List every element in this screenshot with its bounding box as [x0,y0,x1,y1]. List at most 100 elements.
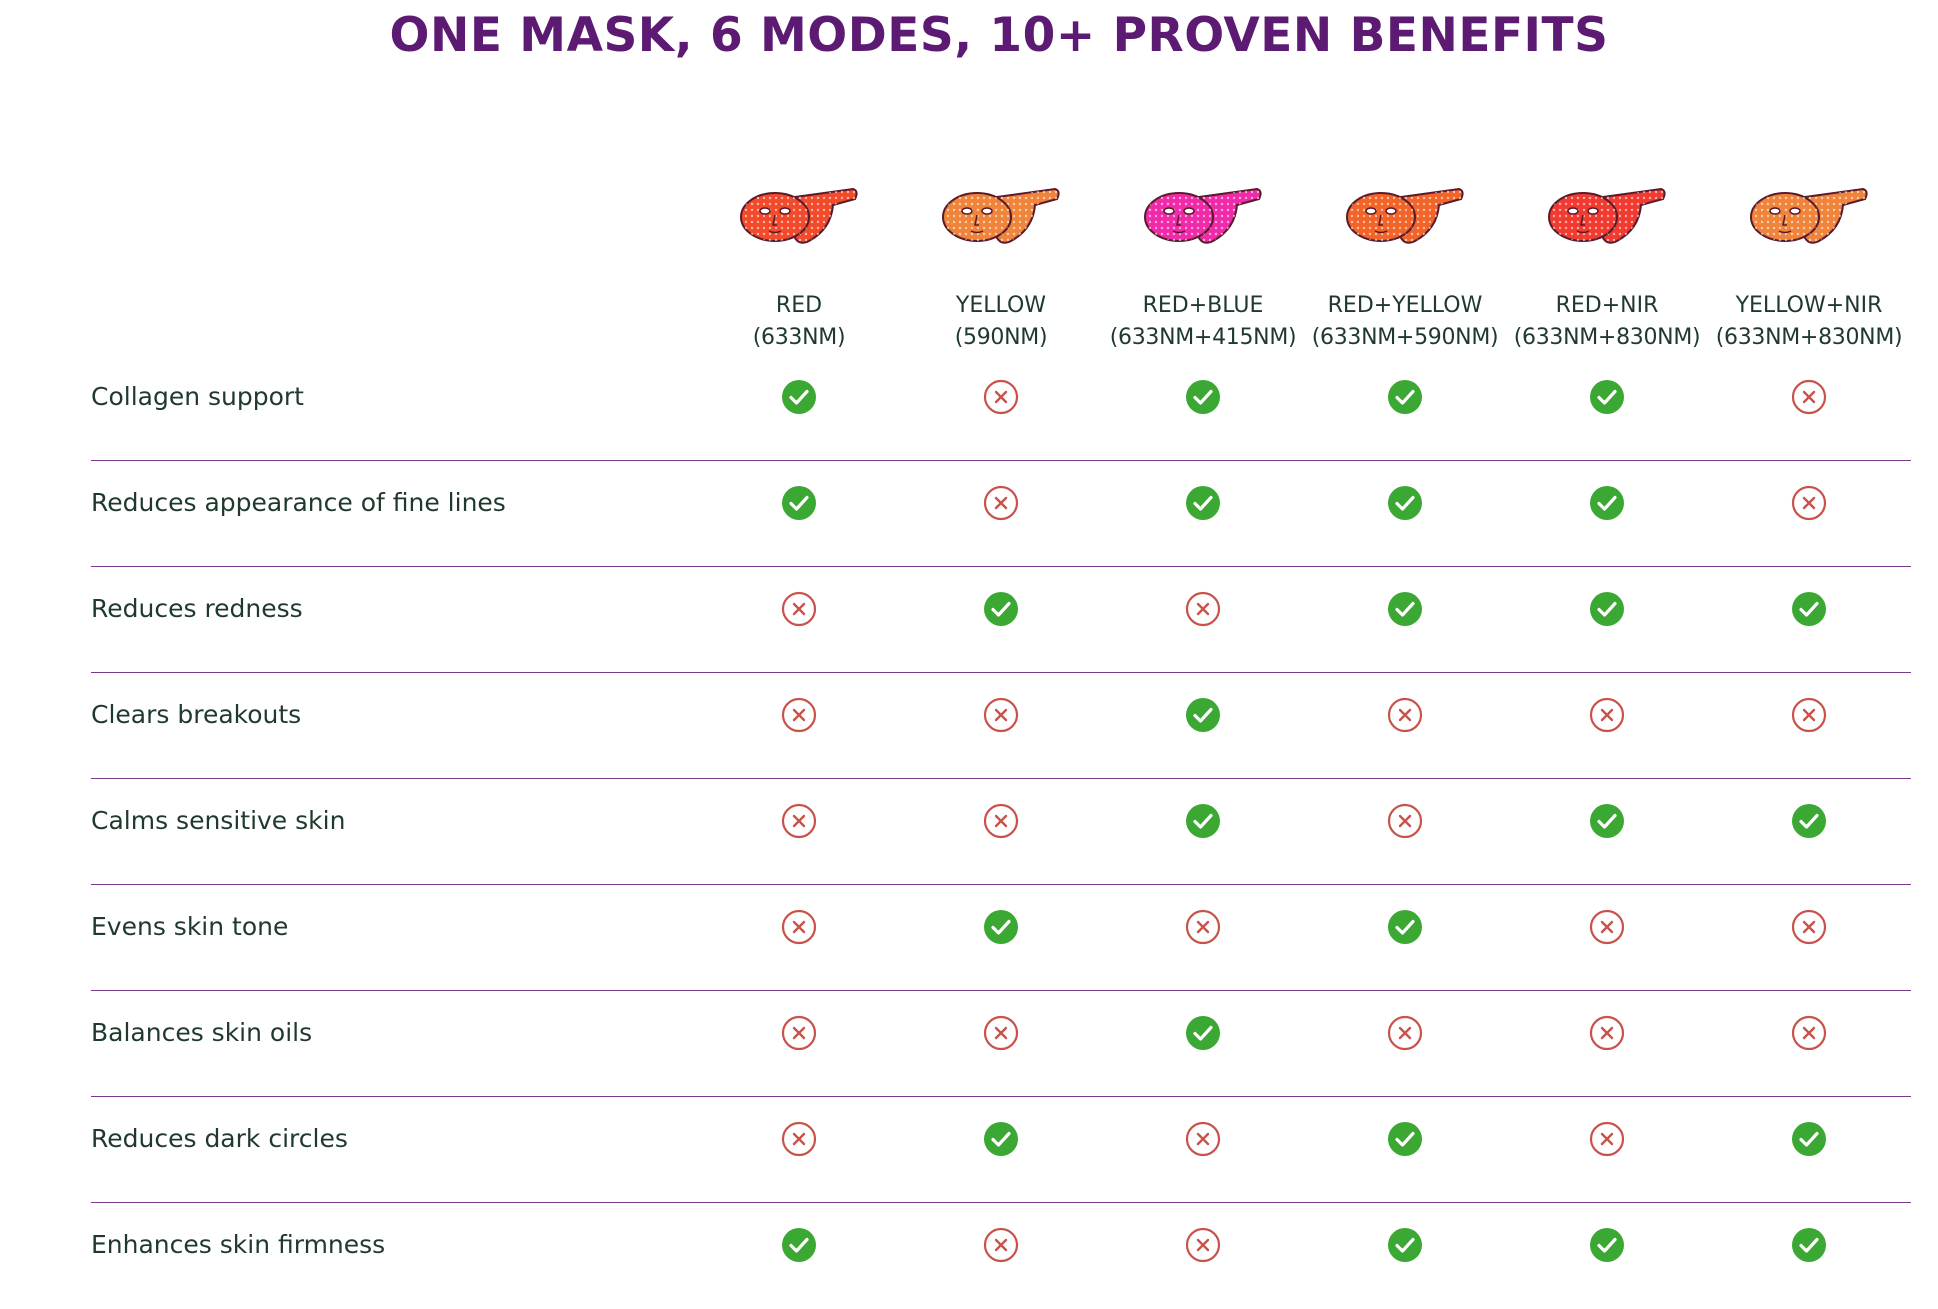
check-icon [1185,1015,1221,1051]
cross-icon [1791,697,1827,733]
check-icon [781,485,817,521]
check-icon [1387,485,1423,521]
benefit-label: Collagen support [91,382,304,411]
cross-icon [1589,697,1625,733]
table-row: Evens skin tone [91,885,1911,991]
mode-wavelength: (633NM+830NM) [1715,325,1903,350]
check-icon [1589,379,1625,415]
check-icon [1185,697,1221,733]
cross-icon [1185,1121,1221,1157]
benefit-label: Reduces dark circles [91,1124,348,1153]
cross-icon [983,1227,1019,1263]
check-icon [1791,1121,1827,1157]
page-title: ONE MASK, 6 MODES, 10+ PROVEN BENEFITS [389,8,1609,63]
check-icon [1387,1121,1423,1157]
benefit-label: Reduces appearance of fine lines [91,488,506,517]
check-icon [983,1121,1019,1157]
benefit-label: Clears breakouts [91,700,302,729]
check-icon [1387,909,1423,945]
row-divider [91,1096,1911,1097]
cross-icon [1387,1015,1423,1051]
cross-icon [1185,909,1221,945]
cross-icon [983,803,1019,839]
check-icon [1589,803,1625,839]
row-divider [91,884,1911,885]
cross-icon [781,803,817,839]
mode-wavelength: (590NM) [954,325,1048,350]
check-icon [1387,1227,1423,1263]
check-icon [1791,803,1827,839]
check-icon [781,1227,817,1263]
cross-icon [983,379,1019,415]
cross-icon [1185,591,1221,627]
table-row: Reduces redness [91,567,1911,673]
mode-name: RED+BLUE [1142,293,1264,318]
check-icon [983,591,1019,627]
cross-icon [1589,1015,1625,1051]
cross-icon [1589,1121,1625,1157]
mode-name: YELLOW [955,293,1047,318]
cross-icon [1185,1227,1221,1263]
mode-header: RED (633NM) [698,180,900,354]
row-divider [91,778,1911,779]
check-icon [1387,379,1423,415]
check-icon [1589,485,1625,521]
check-icon [1185,379,1221,415]
red-mask-icon [698,180,900,252]
table-row: Reduces dark circles [91,1097,1911,1203]
cross-icon [781,909,817,945]
row-divider [91,460,1911,461]
table-row: Collagen support [91,355,1911,461]
benefit-label: Balances skin oils [91,1018,313,1047]
cross-icon [1791,485,1827,521]
table-row: Enhances skin firmness [91,1203,1911,1309]
yellow-nir-mask-icon [1708,180,1910,252]
table-row: Reduces appearance of fine lines [91,461,1911,567]
check-icon [983,909,1019,945]
check-icon [1791,1227,1827,1263]
check-icon [1791,591,1827,627]
check-icon [1185,485,1221,521]
red-nir-mask-icon [1506,180,1708,252]
cross-icon [983,485,1019,521]
cross-icon [781,697,817,733]
cross-icon [1791,909,1827,945]
table-row: Clears breakouts [91,673,1911,779]
cross-icon [1791,379,1827,415]
row-divider [91,672,1911,673]
check-icon [1185,803,1221,839]
benefit-label: Reduces redness [91,594,303,623]
cross-icon [781,1121,817,1157]
row-divider [91,990,1911,991]
cross-icon [781,591,817,627]
mode-header: YELLOW (590NM) [900,180,1102,354]
red-yellow-mask-icon [1304,180,1506,252]
mode-header: RED+YELLOW (633NM+590NM) [1304,180,1506,354]
cross-icon [781,1015,817,1051]
benefit-label: Evens skin tone [91,912,289,941]
mode-wavelength: (633NM+415NM) [1109,325,1297,350]
cross-icon [983,1015,1019,1051]
mode-wavelength: (633NM) [752,325,846,350]
mode-header: RED+BLUE (633NM+415NM) [1102,180,1304,354]
check-icon [1589,1227,1625,1263]
cross-icon [1387,697,1423,733]
row-divider [91,566,1911,567]
benefit-label: Calms sensitive skin [91,806,346,835]
mode-name: YELLOW+NIR [1735,293,1883,318]
check-icon [1589,591,1625,627]
cross-icon [1589,909,1625,945]
red-blue-mask-icon [1102,180,1304,252]
mode-wavelength: (633NM+590NM) [1311,325,1499,350]
yellow-mask-icon [900,180,1102,252]
cross-icon [1387,803,1423,839]
mode-name: RED+NIR [1555,293,1659,318]
table-row: Balances skin oils [91,991,1911,1097]
cross-icon [1791,1015,1827,1051]
check-icon [781,379,817,415]
mode-header: RED+NIR (633NM+830NM) [1506,180,1708,354]
cross-icon [983,697,1019,733]
table-row: Calms sensitive skin [91,779,1911,885]
mode-name: RED+YELLOW [1327,293,1483,318]
benefit-label: Enhances skin firmness [91,1230,386,1259]
